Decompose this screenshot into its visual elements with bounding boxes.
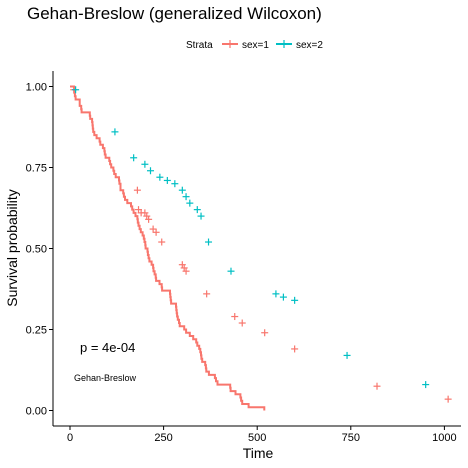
sex2-censor-mark <box>141 160 149 168</box>
sex2-censor-mark <box>163 176 171 184</box>
legend: Strata sex=1 sex=2 <box>186 40 323 51</box>
sex1-censor-mark <box>158 238 166 246</box>
sex1-censor-mark <box>238 319 246 327</box>
y-tick-label: 0.00 <box>26 406 47 418</box>
sex1-censor-mark <box>231 313 239 321</box>
sex2-censor-mark <box>130 154 138 162</box>
sex2-censor-mark <box>291 296 299 304</box>
y-axis-title: Survival probability <box>4 189 20 307</box>
survival-curves <box>70 85 452 411</box>
sex2-censor-mark <box>205 238 213 246</box>
sex2-censor-mark <box>171 180 179 188</box>
sex2-censor-mark <box>227 267 235 275</box>
curve-sex1 <box>70 85 266 411</box>
sex2-censor-mark <box>178 186 186 194</box>
y-tick-label: 1.00 <box>26 82 47 94</box>
sex2-censor-mark <box>111 128 119 136</box>
sex2-censor-mark <box>72 86 80 94</box>
sex1-censor-mark <box>203 290 211 298</box>
sex1-censor-mark <box>373 382 381 390</box>
chart-title: Gehan-Breslow (generalized Wilcoxon) <box>27 4 322 23</box>
y-tick-label: 0.25 <box>26 325 47 337</box>
sex2-censor-mark <box>186 199 194 207</box>
sex2-censor-mark <box>272 290 280 298</box>
x-tick-label: 250 <box>154 432 172 444</box>
sex2-censor-mark <box>156 173 164 181</box>
legend-title: Strata <box>186 40 213 51</box>
sex2-censor-mark <box>197 212 205 220</box>
x-tick-label: 750 <box>342 432 360 444</box>
x-tick-label: 0 <box>67 432 73 444</box>
sex2-censor-mark <box>182 193 190 201</box>
sex1-censor-mark <box>145 215 153 223</box>
sex1-censor-mark <box>444 395 452 403</box>
sex2-censor-mark <box>422 381 430 389</box>
sex1-censor-mark <box>261 329 269 337</box>
x-tick-label: 1000 <box>432 432 456 444</box>
y-tick-label: 0.75 <box>26 163 47 175</box>
pvalue-annotation: p = 4e-04 <box>80 340 135 355</box>
y-tick-label: 0.50 <box>26 244 47 256</box>
sex2-censor-mark <box>193 206 201 214</box>
legend-label-sex2: sex=2 <box>296 40 323 51</box>
x-axis-title: Time <box>243 445 274 461</box>
sex2-censor-mark <box>146 167 154 175</box>
sex1-censor-mark <box>182 267 190 275</box>
sex1-censor-mark <box>149 225 157 233</box>
method-annotation: Gehan-Breslow <box>74 373 137 383</box>
x-tick-label: 500 <box>248 432 266 444</box>
sex2-censor-mark <box>279 293 287 301</box>
axes: 0.00 0.25 0.50 0.75 1.00 0 250 500 750 1000 <box>26 71 461 444</box>
sex1-censor-mark <box>152 228 160 236</box>
sex1-censor-mark <box>291 345 299 353</box>
sex2-censor-mark <box>343 351 351 359</box>
legend-label-sex1: sex=1 <box>242 40 269 51</box>
sex1-censor-mark <box>133 186 141 194</box>
